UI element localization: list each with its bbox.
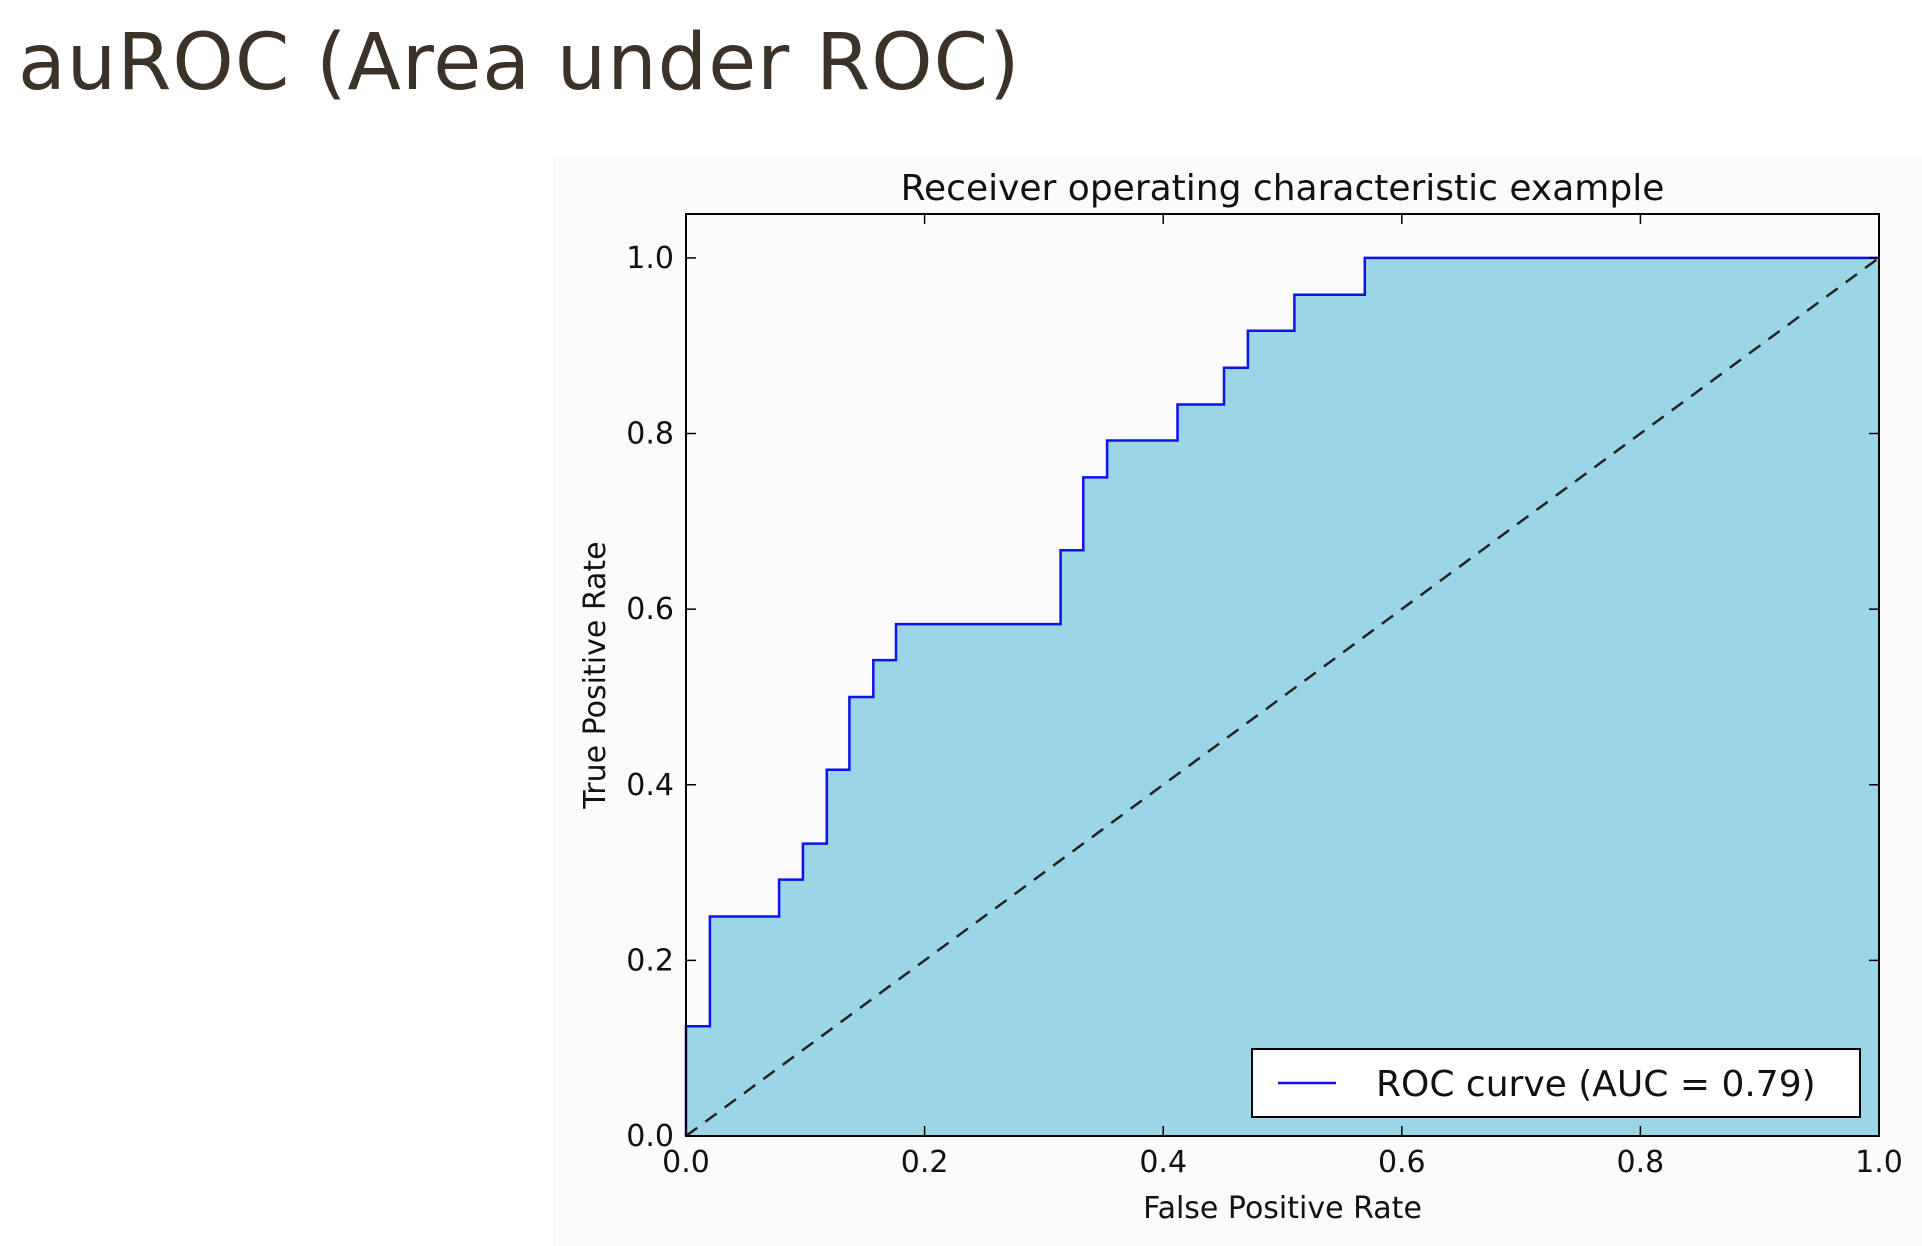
x-axis-ticks: 0.0 0.2 0.4 0.6 0.8 1.0 [662, 214, 1903, 1180]
plot-frame [685, 213, 1880, 1137]
chance-diagonal-line [685, 256, 1880, 1138]
y-tick-label: 0.8 [626, 417, 674, 452]
y-tick-label: 1.0 [626, 241, 674, 276]
y-tick-label: 0.2 [626, 943, 674, 978]
x-tick-label: 0.8 [1617, 1145, 1665, 1180]
x-tick-label: 0.0 [662, 1145, 710, 1180]
chart-legend: ROC curve (AUC = 0.79) [1251, 1048, 1861, 1118]
y-axis-label: True Positive Rate [578, 541, 613, 809]
y-tick-label: 0.0 [626, 1119, 674, 1154]
x-axis-label: False Positive Rate [1143, 1191, 1422, 1226]
roc-curve-line [684, 256, 1879, 1136]
y-tick-label: 0.4 [626, 768, 674, 803]
x-tick-label: 0.2 [901, 1145, 949, 1180]
x-tick-label: 1.0 [1855, 1145, 1903, 1180]
legend-box [1251, 1048, 1861, 1118]
y-tick-label: 0.6 [626, 592, 674, 627]
page-title: auROC (Area under ROC) [18, 18, 1021, 108]
y-axis-ticks: 0.0 0.2 0.4 0.6 0.8 1.0 [626, 241, 1879, 1154]
roc-chart: 0.0 0.2 0.4 0.6 0.8 1.0 0.0 0.2 0.4 0.6 0.8 1.0 Re… [578, 168, 1903, 1226]
x-tick-label: 0.4 [1139, 1145, 1187, 1180]
roc-chart-figure: 0.0 0.2 0.4 0.6 0.8 1.0 0.0 0.2 0.4 0.6 0.8 1.0 Re… [553, 156, 1922, 1246]
legend-label-roc: ROC curve (AUC = 0.79) [1376, 1064, 1816, 1105]
chart-title: Receiver operating characteristic exampl… [901, 168, 1665, 209]
x-tick-label: 0.6 [1378, 1145, 1426, 1180]
